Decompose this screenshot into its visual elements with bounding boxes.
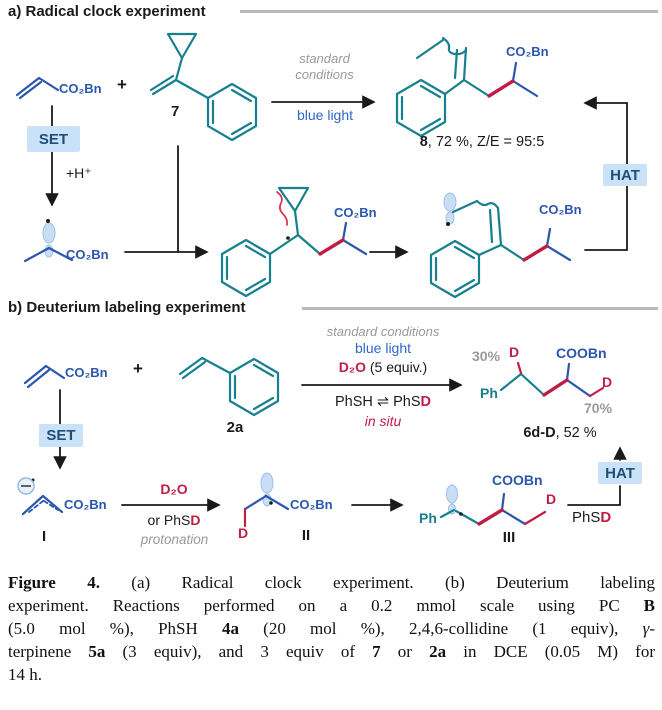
d-right-label: D — [602, 374, 613, 390]
reaction-arrows — [45, 95, 628, 512]
hat-box-b: HAT — [598, 462, 642, 484]
hat-box-a: HAT — [603, 164, 647, 186]
radical-II-ester-label: CO₂Bn — [290, 497, 333, 512]
hat-label-b: HAT — [605, 464, 635, 482]
squiggle-bond-ring-opened — [475, 199, 500, 210]
or-phsd-label: or PhSD — [147, 512, 201, 528]
figure-caption: Figure 4. (a) Radical clock experiment. … — [8, 571, 655, 686]
section-a-title: a) Radical clock experiment — [8, 3, 206, 20]
radical-III-d-label: D — [546, 491, 557, 507]
crimson-bonds — [243, 79, 605, 528]
phenyl-ring-mid — [220, 238, 272, 298]
section-b-title: b) Deuterium labeling experiment — [8, 299, 246, 316]
product-6d-ph-label: Ph — [480, 385, 498, 401]
deuteration-30pct: 30% — [472, 348, 501, 364]
blue-light-label-b: blue light — [354, 340, 412, 356]
d-top-label: D — [509, 344, 520, 360]
product-8-label: 8, 72 %, Z/E = 95:5 — [419, 134, 545, 150]
caption-line-4: terpinene 5a (3 equiv), and 3 equiv of 7… — [8, 642, 655, 661]
in-situ-label: in situ — [364, 413, 402, 429]
intermediate-III-label: III — [502, 529, 516, 546]
radical-ester-label-a: CO₂Bn — [66, 247, 109, 262]
squiggle-bond-8 — [441, 36, 468, 56]
compound-7-label: 7 — [171, 103, 180, 120]
caption-line-1: Figure 4. (a) Radical clock experiment. … — [8, 573, 655, 592]
deuteration-70pct: 70% — [584, 400, 613, 416]
caption-line-3: (5.0 mol %), PhSH 4a (20 mol %), 2,4,6-c… — [8, 619, 655, 638]
blue-structures — [15, 61, 592, 526]
protonation-label: protonation — [140, 532, 209, 547]
phenyl-ring-7 — [206, 82, 258, 142]
set-label-b: SET — [46, 427, 76, 444]
product-8-ester-label: CO₂Bn — [506, 44, 549, 59]
plus-sign-a: + — [117, 75, 127, 94]
ring-opened-ester-label: CO₂Bn — [539, 202, 582, 217]
proton-label: +H⁺ — [66, 165, 92, 181]
product-6d-ester-label: COOBn — [556, 345, 607, 361]
anion-symbol — [17, 477, 35, 495]
phsd-label: PhSD — [572, 509, 612, 526]
caption-line-5: 14 h. — [8, 665, 42, 684]
anion-I-ester-label: CO₂Bn — [64, 497, 107, 512]
mid-radical-ester-label: CO₂Bn — [334, 205, 377, 220]
set-label-a: SET — [38, 130, 69, 148]
styrene-2a-label: 2a — [226, 419, 244, 436]
radical-dots — [31, 219, 463, 516]
teal-structures — [149, 32, 546, 526]
acrylate-ester-label-a: CO₂Bn — [59, 81, 102, 96]
conditions-a-line1: standard — [299, 51, 350, 66]
section-b-rule — [302, 307, 658, 310]
hat-label-a: HAT — [610, 166, 640, 184]
phenyl-ring-opened — [429, 239, 481, 299]
conditions-b: standard conditions — [326, 324, 440, 339]
radical-III-ph-label: Ph — [419, 510, 437, 526]
d2o-arrow-label: D₂O — [160, 481, 188, 497]
acrylate-ester-label-b: CO₂Bn — [65, 365, 108, 380]
blue-light-label-a: blue light — [296, 107, 354, 123]
cyclopropane-ring-7 — [166, 32, 198, 60]
conditions-a-line2: conditions — [295, 67, 354, 82]
product-6d-label: 6d-D, 52 % — [523, 425, 597, 441]
cyclopropane-ring-mid — [277, 186, 310, 213]
set-box-b: SET — [39, 424, 83, 447]
ring-opening-arrow — [276, 191, 289, 226]
d2o-equiv-label: D₂O (5 equiv.) — [338, 359, 428, 375]
phenyl-ring-2a — [228, 357, 280, 417]
intermediate-II-label: II — [301, 527, 311, 544]
plus-sign-b: + — [133, 359, 143, 378]
phsh-phsd-equilibrium: PhSH ⇌ PhSD — [335, 394, 431, 410]
radical-III-ester-label: COOBn — [492, 472, 543, 488]
section-a-rule — [240, 10, 658, 13]
set-box-a: SET — [27, 126, 80, 152]
intermediate-I-label: I — [42, 528, 47, 545]
phenyl-ring-8 — [395, 78, 447, 138]
caption-line-2: experiment. Reactions performed on a 0.2… — [8, 596, 655, 615]
radical-II-d-label: D — [238, 525, 249, 541]
